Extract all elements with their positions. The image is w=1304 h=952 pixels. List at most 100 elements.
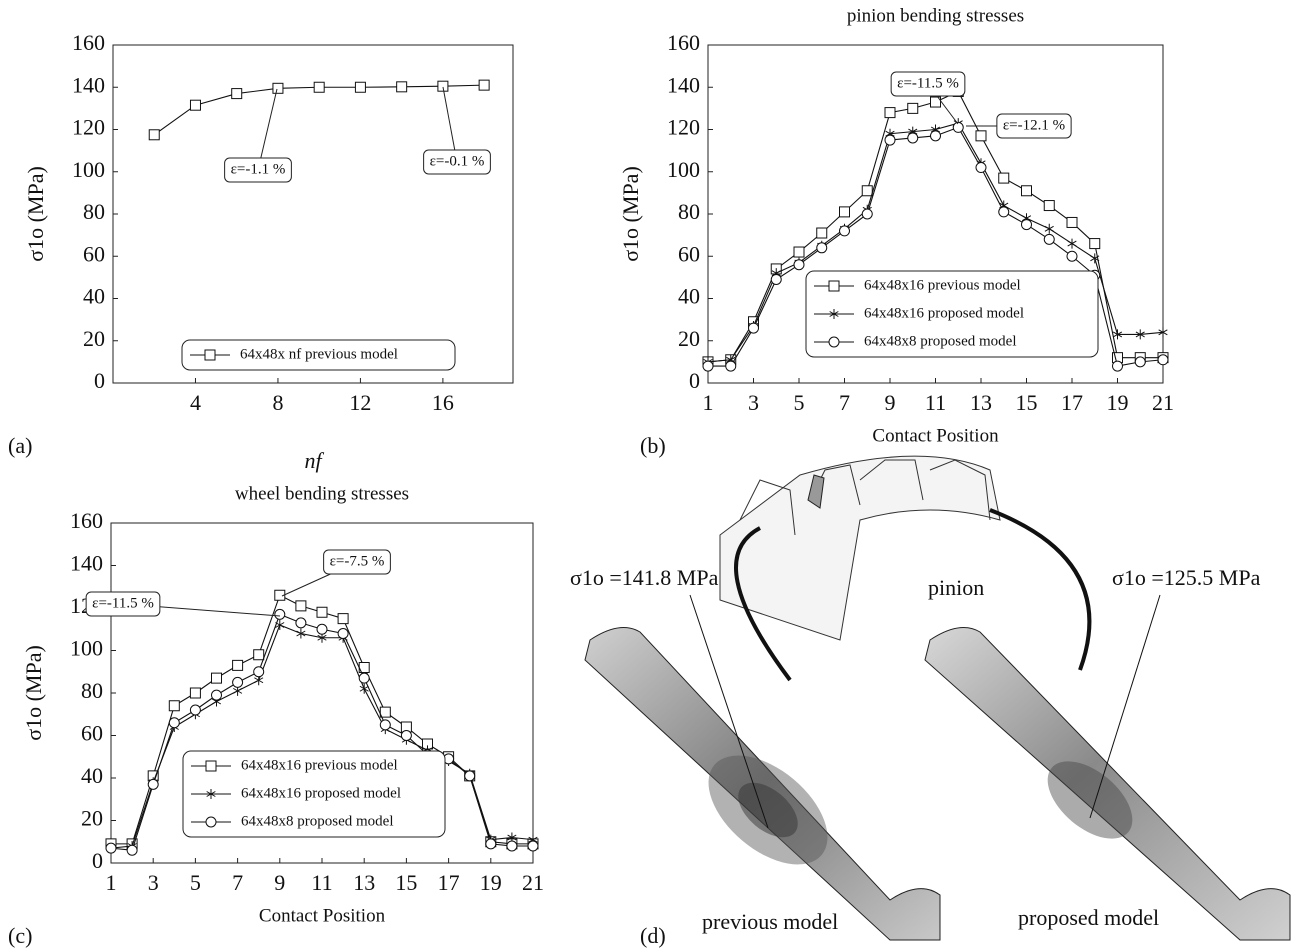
marker (1022, 220, 1032, 230)
y-tick-label: 120 (667, 115, 700, 140)
marker (976, 163, 986, 173)
marker (528, 841, 538, 851)
marker (703, 361, 713, 371)
marker (169, 718, 179, 728)
marker (297, 629, 306, 639)
legend-marker (206, 817, 216, 827)
y-tick-label: 80 (678, 199, 700, 224)
marker (794, 260, 804, 270)
marker (169, 701, 179, 711)
x-tick-label: 9 (885, 390, 896, 415)
panel-label: (c) (8, 923, 32, 948)
plot-frame (113, 45, 513, 383)
marker (999, 207, 1009, 217)
y-tick-label: 140 (667, 72, 700, 97)
x-tick-label: 11 (925, 390, 946, 415)
marker (817, 228, 827, 238)
diagram-label: previous model (702, 909, 838, 934)
annotation: ε=-7.5 % (330, 553, 385, 569)
marker (840, 226, 850, 236)
y-tick-label: 140 (70, 551, 103, 576)
marker (794, 247, 804, 257)
marker (296, 618, 306, 628)
marker (438, 81, 448, 91)
legend-marker (205, 350, 215, 360)
legend-label: 64x48x8 proposed model (241, 813, 393, 829)
diagram-label: proposed model (1018, 905, 1159, 930)
x-tick-label: 3 (148, 870, 159, 895)
legend-label: 64x48x16 proposed model (864, 305, 1024, 321)
marker (401, 731, 411, 741)
marker (106, 843, 116, 853)
marker (817, 243, 827, 253)
y-axis-label: σ1o (MPa) (23, 166, 48, 262)
marker (233, 660, 243, 670)
x-tick-label: 11 (311, 870, 332, 895)
marker (233, 677, 243, 687)
x-tick-label: 7 (839, 390, 850, 415)
annotation: ε=-11.5 % (92, 595, 154, 611)
panel-label: (d) (640, 923, 666, 948)
marker (771, 274, 781, 284)
figure: (a) (b) (c) (d) σ1o =141.8 MPa σ1o =125.… (0, 0, 1304, 952)
x-tick-label: 13 (353, 870, 375, 895)
marker (1067, 251, 1077, 261)
legend-marker (206, 761, 216, 771)
y-tick-label: 60 (83, 241, 105, 266)
diagram-label: σ1o =125.5 MPa (1112, 565, 1261, 590)
chart-title: wheel bending stresses (235, 483, 409, 504)
annotation: ε=-11.5 % (897, 75, 959, 91)
x-tick-label: 19 (480, 870, 502, 895)
y-tick-label: 40 (81, 763, 103, 788)
x-tick-label: 9 (274, 870, 285, 895)
marker (479, 80, 489, 90)
x-tick-label: 19 (1107, 390, 1129, 415)
marker (465, 771, 475, 781)
annotation: ε=-0.1 % (430, 153, 485, 169)
marker (1045, 224, 1054, 234)
annotation: ε=-1.1 % (231, 161, 286, 177)
marker (148, 779, 158, 789)
x-tick-label: 21 (1152, 390, 1174, 415)
x-tick-label: 16 (432, 390, 454, 415)
marker (1135, 357, 1145, 367)
marker (1067, 217, 1077, 227)
marker (976, 131, 986, 141)
marker (190, 688, 200, 698)
legend-label: 64x48x16 previous model (864, 277, 1021, 293)
x-axis-label: Contact Position (872, 425, 999, 446)
y-tick-label: 20 (83, 326, 105, 351)
marker (273, 83, 283, 93)
marker (862, 209, 872, 219)
x-tick-label: 1 (703, 390, 714, 415)
x-tick-label: 5 (190, 870, 201, 895)
x-axis-label: nf (304, 448, 324, 473)
marker (355, 82, 365, 92)
marker (397, 82, 407, 92)
marker (296, 601, 306, 611)
y-tick-label: 40 (678, 284, 700, 309)
marker (885, 135, 895, 145)
marker (1090, 239, 1100, 249)
y-axis-label: σ1o (MPa) (21, 645, 46, 741)
y-tick-label: 100 (667, 157, 700, 182)
diagram-label: σ1o =141.8 MPa (570, 565, 719, 590)
x-tick-label: 1 (106, 870, 117, 895)
legend-marker (829, 281, 839, 291)
marker (338, 614, 348, 624)
marker (190, 705, 200, 715)
y-axis-label: σ1o (MPa) (618, 166, 643, 262)
panel-label: (a) (8, 433, 32, 458)
marker (885, 108, 895, 118)
y-tick-label: 100 (72, 157, 105, 182)
legend-label: 64x48x8 proposed model (864, 333, 1016, 349)
y-tick-label: 0 (92, 848, 103, 873)
marker (862, 186, 872, 196)
marker (507, 841, 517, 851)
legend-label: 64x48x16 proposed model (241, 785, 401, 801)
marker (317, 624, 327, 634)
x-tick-label: 8 (272, 390, 283, 415)
marker (1113, 361, 1123, 371)
chart-title: pinion bending stresses (847, 5, 1024, 26)
y-tick-label: 80 (83, 199, 105, 224)
